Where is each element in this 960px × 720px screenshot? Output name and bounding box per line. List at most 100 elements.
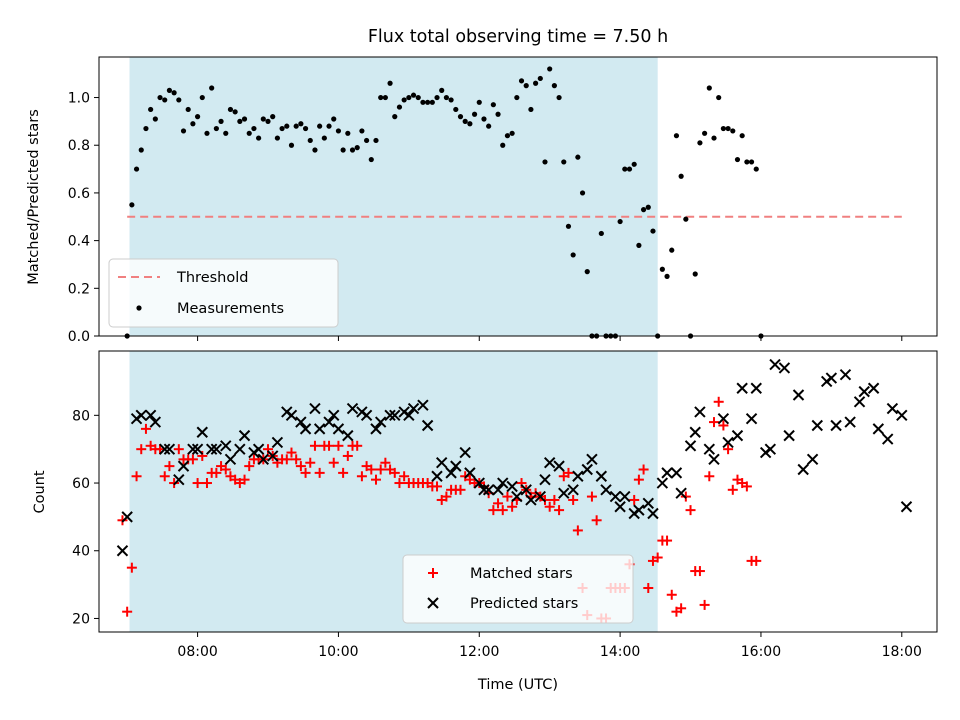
measurement-point [500,142,506,148]
predicted-star-point [478,484,490,496]
cross-b [295,416,307,428]
measurement-point [401,97,407,103]
measurement-point [293,123,299,129]
predicted-star-point [586,453,598,466]
cross-b [431,470,443,482]
matched-star-point [126,562,137,573]
measurement-point [622,166,628,172]
predicted-star-point [407,402,420,415]
measurement-point [744,159,750,165]
predicted-star-point [389,409,401,422]
predicted-star-point [342,429,354,442]
measurement-point [152,116,158,122]
measurement-point [162,97,168,103]
cross-b [149,416,162,428]
predicted-star-point [116,545,129,557]
cross-b [121,511,133,523]
top-y-axis-label: Matched/Predicted stars [26,109,42,285]
legend-predicted-swatch [427,597,439,609]
matched-star-point [370,474,381,485]
cross-b [797,463,809,476]
matched-star-point [239,474,250,485]
measurement-point [382,94,388,101]
predicted-star-point [196,426,208,438]
measurement-point [617,218,623,225]
predicted-star-point [257,453,270,466]
matched-star-point [159,471,170,482]
cross-b [520,484,532,496]
predicted-star-point [520,484,532,496]
measurement-point [631,161,637,167]
cross-b [389,409,401,422]
cross-b [689,426,701,438]
measurement-point [673,133,680,139]
cross-b [436,457,448,469]
measurement-point [279,125,285,132]
cross-b [450,460,462,472]
measurement-point [410,92,417,98]
measurement-point [345,130,351,136]
predicted-star-point [633,504,645,516]
predicted-star-point [473,477,485,489]
matched-star-point [455,484,466,495]
measurement-point [270,114,276,120]
measurement-point [467,121,473,127]
top-y-tick-label: 0.0 [68,329,90,345]
predicted-star-point [445,467,457,479]
measurement-point [748,159,755,165]
predicted-star-point [464,467,476,479]
cross-b [285,409,298,422]
legend-measurements-swatch [136,305,142,311]
predicted-star-point [421,419,434,432]
measurement-point [143,125,149,132]
cross-b [497,477,509,489]
measurement-point [349,147,356,153]
measurement-point [148,106,154,113]
cross-b [144,409,157,422]
measurement-point [514,94,520,101]
predicted-star-point [614,501,626,513]
cross-b [187,443,199,455]
predicted-star-point [205,443,218,455]
x-tick-label: 16:00 [741,644,781,660]
predicted-star-point [769,358,781,371]
cross-b [173,473,185,486]
measurement-point [237,118,243,124]
predicted-star-point [370,423,382,435]
measurement-point [138,147,144,153]
cross-b [783,429,795,442]
cross-b [844,416,856,428]
measurement-point [129,202,135,208]
measurement-point [265,118,271,124]
predicted-star-point [173,473,185,486]
matched-star-point [633,474,644,485]
measurement-point [298,121,304,127]
predicted-star-point [778,362,791,374]
matched-star-point [324,440,335,451]
measurement-point [321,135,327,141]
legend-measurements-label: Measurements [177,301,284,317]
cross-b [346,402,359,415]
matched-star-point [333,440,344,451]
measurement-point [720,125,726,132]
x-tick-label: 10:00 [318,644,358,660]
measurement-point [542,159,548,165]
cross-b [778,362,791,374]
bottom-y-tick-label: 40 [72,544,90,560]
predicted-star-point [543,457,556,469]
matched-star-point [136,444,147,455]
cross-b [839,368,852,381]
bottom-legend-box [402,554,634,624]
measurement-point [504,133,511,139]
matched-star-point [502,491,513,502]
cross-b [825,372,838,384]
matched-star-point [375,464,386,475]
cross-b [896,409,908,422]
predicted-star-point [853,396,866,408]
measurement-point [753,166,759,172]
cross-b [323,416,335,428]
cross-b [684,440,697,452]
predicted-star-point [323,416,335,428]
matched-star-point [244,461,255,472]
matched-star-point [140,423,151,434]
